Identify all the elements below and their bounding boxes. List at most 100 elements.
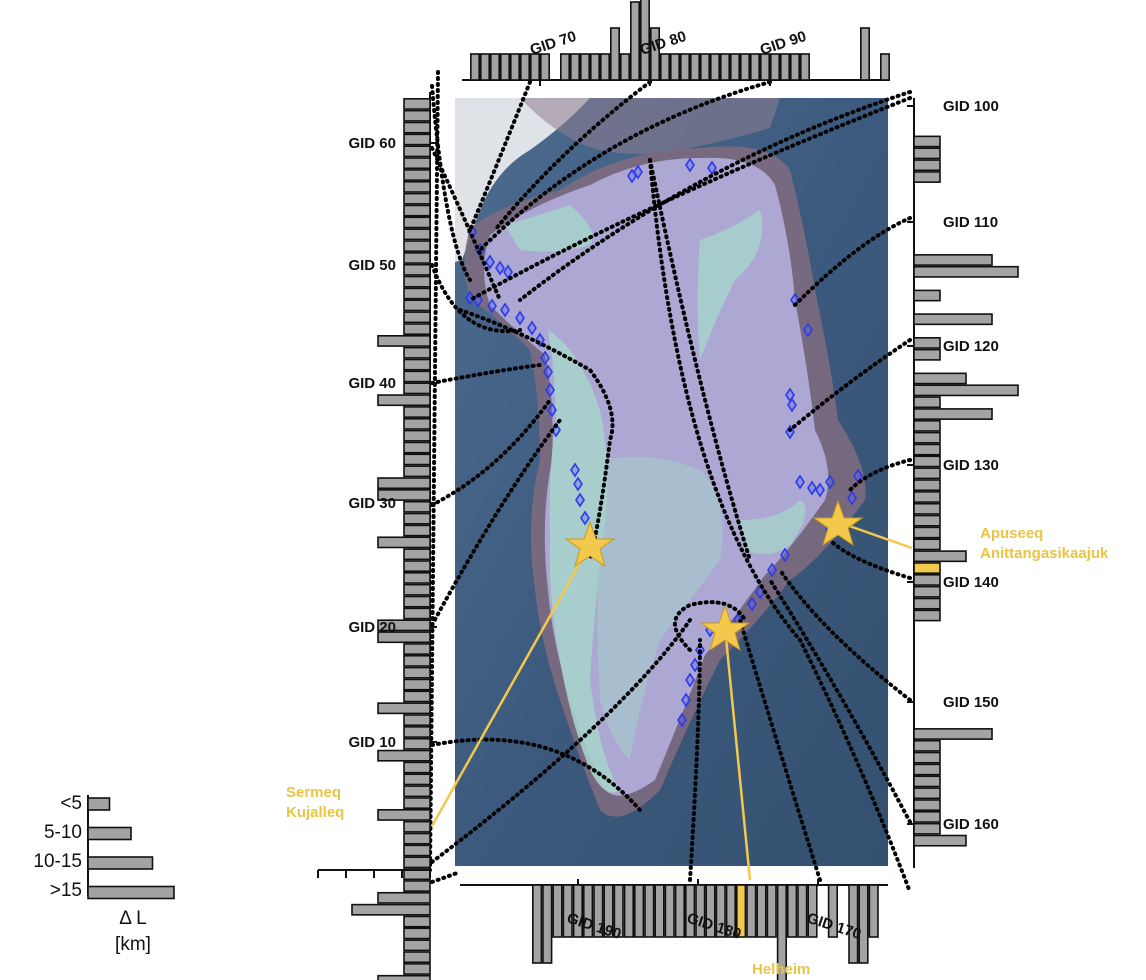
gid-bar xyxy=(519,53,530,81)
connector-line xyxy=(468,96,912,302)
gid-bar xyxy=(913,787,941,800)
gid-bar xyxy=(913,431,941,444)
gid-bar xyxy=(858,884,869,964)
gid-bar xyxy=(403,690,431,703)
gid-bar xyxy=(403,299,431,312)
gid-bar xyxy=(377,489,431,501)
gid-bar xyxy=(403,192,431,205)
glacier-site-marker xyxy=(795,474,805,490)
glacier-site-marker xyxy=(780,547,790,563)
left-axis-label: GID 20 xyxy=(348,619,396,636)
right-axis-label: GID 160 xyxy=(943,816,999,833)
gid-bar xyxy=(403,595,431,608)
gid-bar xyxy=(913,538,941,551)
gid-bar xyxy=(469,53,480,81)
gid-bar xyxy=(913,313,993,326)
gid-bar xyxy=(913,135,941,148)
connector-line xyxy=(518,90,912,302)
left-axis-label: GID 30 xyxy=(348,495,396,512)
gid-bar xyxy=(403,607,431,620)
gid-bar xyxy=(913,775,941,788)
connector-line xyxy=(430,84,472,282)
connector-line xyxy=(428,70,440,872)
gid-bar xyxy=(913,810,941,823)
connector-line xyxy=(788,338,912,432)
bottom-gid-axis: GID 190 GID 180 GID 170 xyxy=(460,879,888,980)
gid-bar xyxy=(403,121,431,134)
gid-bar xyxy=(684,884,696,938)
gid-bar xyxy=(542,884,553,964)
callout-line-helheim xyxy=(723,627,752,881)
connector-line xyxy=(430,263,522,334)
gid-bar xyxy=(913,455,941,468)
connector-line xyxy=(430,418,562,627)
gid-bar xyxy=(779,53,790,81)
gid-bar xyxy=(403,204,431,217)
legend-bar xyxy=(87,826,132,841)
gid-bar xyxy=(552,884,563,938)
gid-bar xyxy=(377,702,431,715)
gid-bar xyxy=(913,265,1019,278)
gid-bar xyxy=(403,263,431,276)
gid-bar xyxy=(579,53,590,81)
gid-bar xyxy=(539,53,550,81)
west-ice-zone xyxy=(548,330,620,793)
gid-bar xyxy=(776,884,787,980)
gid-bar xyxy=(913,171,941,183)
glacier-site-marker xyxy=(543,364,553,380)
gid-bar xyxy=(403,548,431,561)
gid-bar xyxy=(377,334,431,347)
gid-bar xyxy=(403,406,431,418)
gid-bar xyxy=(403,512,431,525)
gid-bar xyxy=(868,884,879,938)
gid-bar xyxy=(913,147,941,160)
gid-bar xyxy=(633,884,645,938)
gid-bar xyxy=(913,289,941,302)
left-axis-label: GID 60 xyxy=(348,135,396,152)
gid-bar xyxy=(403,358,431,371)
gid-bar xyxy=(559,53,570,81)
gid-bar xyxy=(403,524,431,537)
gid-bar xyxy=(377,749,431,762)
gid-bar xyxy=(403,583,431,596)
glacier-site-marker xyxy=(627,168,637,184)
central-ice-zone xyxy=(697,210,763,360)
gid-bar xyxy=(403,169,431,181)
glacier-site-marker xyxy=(767,562,777,578)
gid-bar xyxy=(913,799,941,812)
connector-line xyxy=(673,600,747,652)
gid-bar xyxy=(913,763,941,776)
gid-bar xyxy=(403,761,431,774)
legend-class-label: <5 xyxy=(60,793,82,814)
connector-line xyxy=(430,618,692,864)
gid-bar xyxy=(674,884,685,938)
gid-bar xyxy=(403,429,431,442)
legend-class-label: 5-10 xyxy=(44,822,82,843)
gid-bar xyxy=(654,884,665,938)
gid-bar xyxy=(629,1,640,81)
gid-bar xyxy=(403,453,431,466)
gid-bar xyxy=(913,159,941,172)
glacier-site-marker xyxy=(677,712,687,728)
connector-line xyxy=(468,80,532,232)
connector-line xyxy=(430,870,462,884)
glacier-label-apuseeq-line1: Apuseeq xyxy=(980,525,1043,542)
gid-bar xyxy=(913,597,941,610)
gid-bar xyxy=(403,417,431,430)
connector-line xyxy=(430,398,552,507)
glacier-site-marker xyxy=(485,254,495,270)
gid-bar xyxy=(746,884,757,938)
gid-bar xyxy=(403,346,431,359)
glacier-site-marker xyxy=(495,260,505,276)
gid-bar xyxy=(403,287,431,300)
gid-bar xyxy=(913,739,941,752)
gid-bar xyxy=(403,157,431,170)
gid-bar xyxy=(377,619,431,632)
gid-bar xyxy=(377,974,431,980)
left-gid-axis: GID 60 GID 50 GID 40 GID 30 GID 20 GID 10 xyxy=(317,92,437,980)
gid-bar xyxy=(807,884,818,938)
gid-bar xyxy=(377,536,431,549)
gid-bar xyxy=(531,884,543,964)
left-axis-label: GID 40 xyxy=(348,375,396,392)
